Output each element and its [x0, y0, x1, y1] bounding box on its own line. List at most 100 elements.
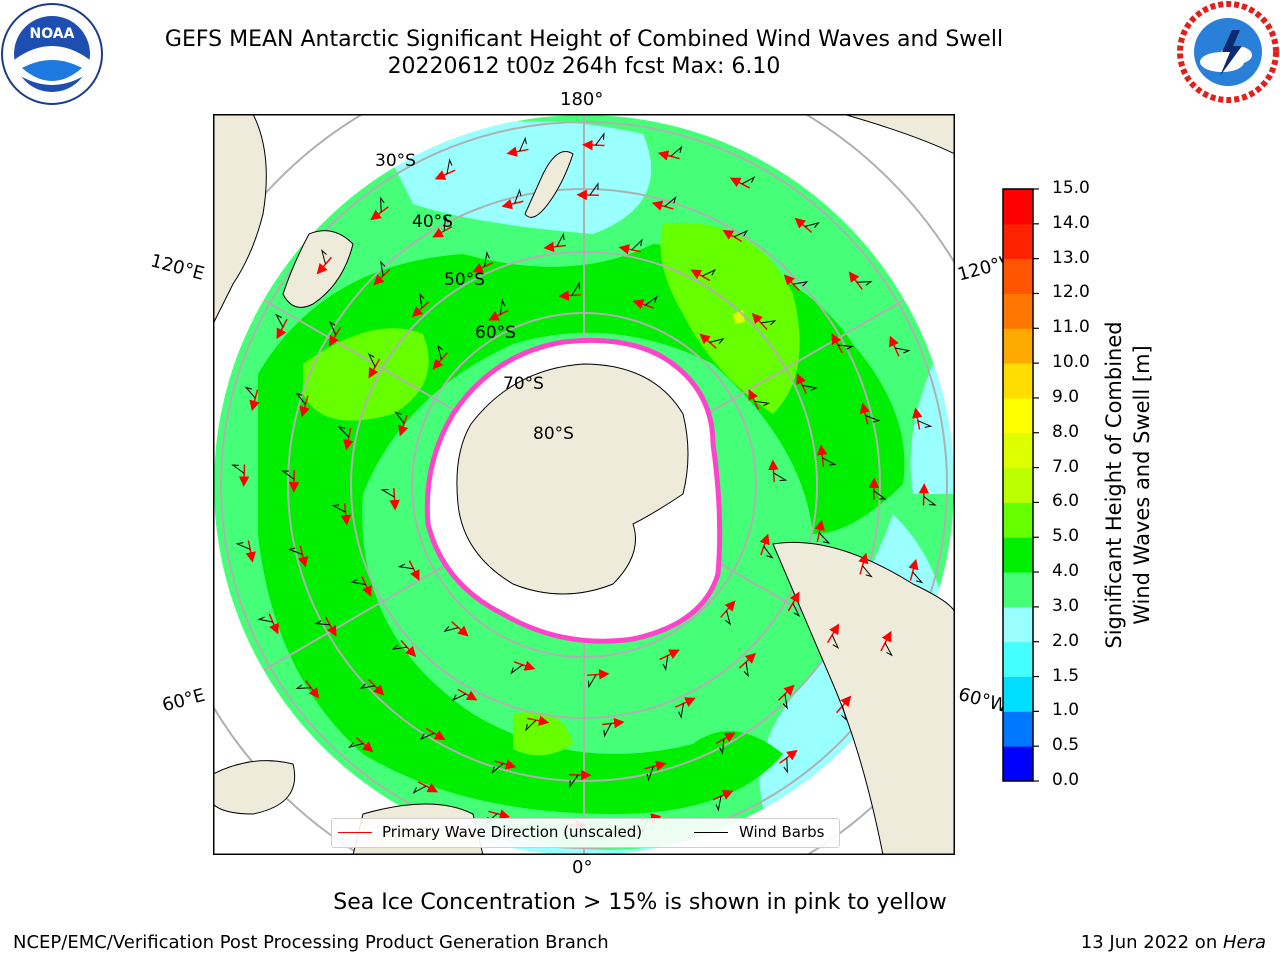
colorbar-segment	[1003, 502, 1033, 538]
colorbar-segment	[1003, 641, 1033, 678]
wave-direction-arrow	[432, 352, 448, 370]
wind-barb	[451, 693, 467, 702]
wave-direction-arrow	[558, 290, 581, 301]
colorbar-segment	[1003, 293, 1033, 329]
colorbar-segment	[1003, 746, 1033, 782]
wind-barb	[792, 602, 801, 618]
wind-barb	[314, 620, 331, 626]
wave-direction-arrow	[506, 146, 529, 157]
colorbar-segment	[1003, 572, 1033, 608]
footer-host: Hera	[1222, 932, 1266, 953]
wind-barb	[235, 542, 251, 550]
wind-barb	[321, 249, 327, 265]
lat-label: 60°S	[475, 323, 516, 343]
wind-barb	[380, 260, 386, 276]
colorbar-segment	[1003, 606, 1033, 643]
colorbar-tick-label: 8.0	[1052, 421, 1080, 442]
wave-direction-arrow	[779, 749, 798, 764]
colorbar-segment	[1003, 363, 1033, 399]
lat-label: 40°S	[412, 212, 453, 232]
chart-title: GEFS MEAN Antarctic Significant Height o…	[164, 27, 1004, 52]
wind-barb	[328, 320, 337, 336]
colorbar-title-line2: Wind Waves and Swell [m]	[1130, 345, 1154, 625]
wave-direction-arrow	[400, 639, 417, 658]
wind-barb	[603, 723, 612, 738]
wave-direction-arrow	[488, 809, 511, 820]
wave-direction-arrow	[543, 241, 566, 253]
wind-barb	[865, 415, 881, 423]
wind-barb	[831, 634, 840, 650]
wave-direction-arrow	[618, 244, 641, 255]
lon-label-180: 180°	[560, 89, 604, 110]
wave-direction-arrow	[880, 630, 892, 652]
wave-direction-arrow	[457, 688, 478, 701]
wind-barb	[446, 158, 453, 174]
legend-swatch-wave	[338, 832, 372, 833]
wind-barb	[525, 719, 537, 732]
wave-direction-arrow	[826, 623, 840, 644]
wind-barb	[380, 196, 385, 213]
colorbar-tick-label: 1.0	[1052, 700, 1080, 721]
wind-barb	[818, 532, 831, 544]
wave-direction-arrow	[324, 616, 337, 637]
wind-barb	[754, 400, 771, 407]
wind-barb	[701, 268, 717, 277]
wave-direction-arrow	[355, 737, 374, 753]
wave-direction-arrow	[370, 206, 389, 221]
colorbar-title-line1: Significant Height of Combined	[1102, 321, 1126, 649]
lon-label-60e: 60°E	[160, 684, 208, 717]
wave-direction-arrow	[816, 444, 828, 467]
wind-barb	[595, 132, 605, 146]
wind-barb	[733, 229, 749, 238]
colorbar-tick-label: 12.0	[1052, 282, 1090, 303]
wind-barb	[491, 763, 504, 774]
wind-barb	[631, 238, 643, 251]
wind-barb	[662, 655, 669, 672]
wave-direction-arrow	[501, 199, 524, 210]
wind-barb	[484, 251, 490, 267]
wind-barb	[715, 796, 722, 812]
wave-direction-arrow	[389, 488, 400, 511]
colorbar-segment	[1003, 537, 1033, 573]
wave-direction-arrow	[787, 591, 800, 612]
wave-direction-arrow	[299, 395, 310, 418]
wind-barb	[244, 386, 256, 399]
wave-direction-arrow	[796, 373, 807, 395]
wave-direction-arrow	[715, 732, 736, 745]
lon-label-120e: 120°E	[148, 250, 207, 285]
wave-direction-arrow	[513, 660, 536, 671]
wind-barb	[822, 457, 837, 466]
wind-barb	[295, 684, 312, 689]
colorbar-tick-label: 5.0	[1052, 526, 1080, 547]
wind-barb	[380, 489, 395, 498]
wind-barb	[856, 281, 873, 286]
wind-barb	[510, 664, 523, 675]
wind-barb	[709, 338, 725, 344]
colorbar-tick-label: 3.0	[1052, 595, 1080, 616]
wave-direction-arrow	[602, 717, 625, 729]
colorbar-segment	[1003, 189, 1033, 225]
wind-barb	[287, 547, 303, 555]
footer-credit: NCEP/EMC/Verification Post Processing Pr…	[13, 932, 609, 953]
wind-barb	[917, 420, 933, 428]
colorbar-segment	[1003, 397, 1033, 434]
wave-direction-arrow	[361, 575, 372, 597]
wave-direction-arrow	[674, 697, 696, 708]
wind-barb	[670, 145, 683, 157]
wave-direction-arrow	[249, 389, 260, 412]
colorbar-tick-label: 11.0	[1052, 317, 1090, 338]
wind-barb	[678, 703, 684, 719]
wind-barb	[783, 757, 788, 774]
wave-direction-arrow	[659, 649, 680, 661]
wave-direction-arrow	[912, 407, 923, 430]
wind-barb	[646, 766, 654, 782]
map-legend: Primary Wave Direction (unscaled) Wind B…	[331, 818, 840, 848]
colorbar-tick-label: 4.0	[1052, 561, 1080, 582]
wind-barb	[419, 732, 435, 741]
noaa-logo: NOAA	[1, 3, 103, 105]
colorbar-title: Significant Height of Combined Wind Wave…	[1100, 285, 1156, 685]
lon-label-0: 0°	[572, 857, 593, 878]
wind-barb	[348, 742, 364, 748]
wave-direction-arrow	[794, 217, 813, 233]
wave-direction-arrow	[368, 358, 381, 379]
